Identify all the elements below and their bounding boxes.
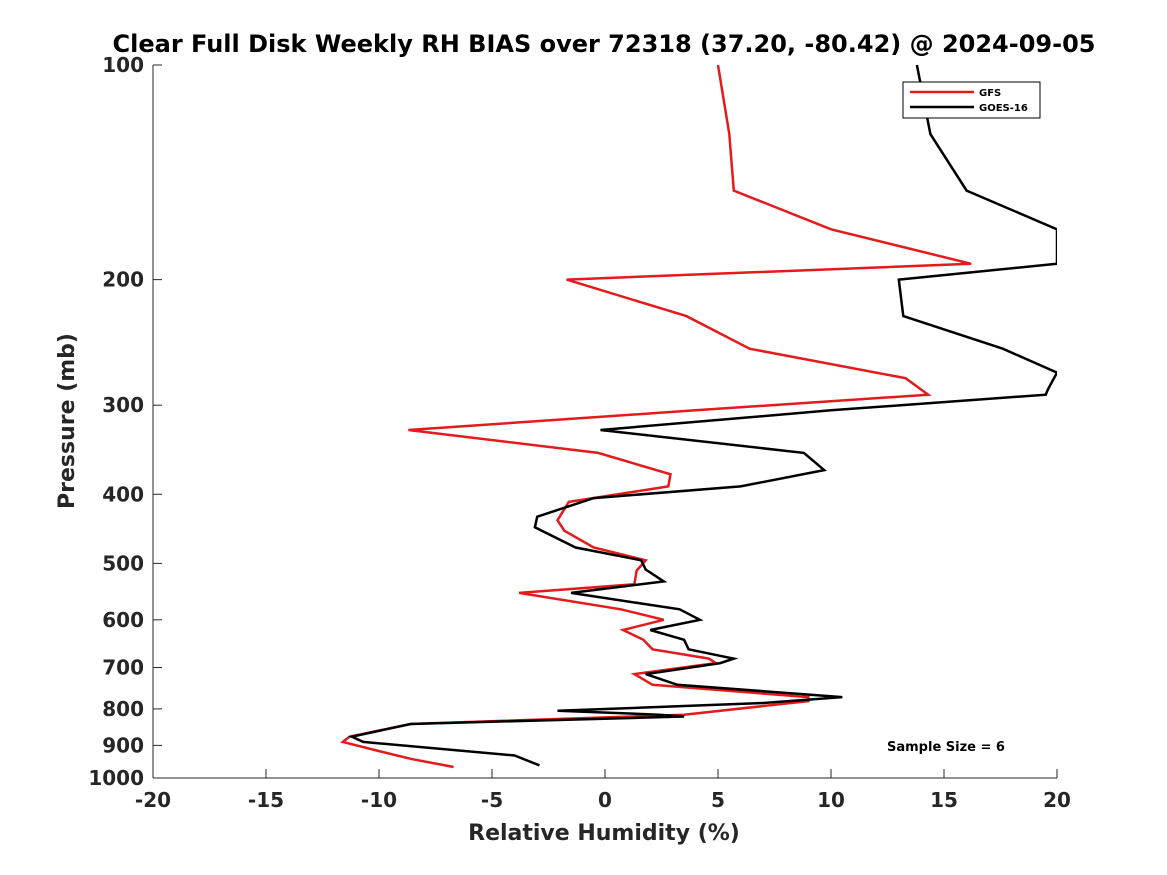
y-tick-label: 1000 (88, 766, 144, 790)
y-tick-labels: 100 200 300 400 500 600 700 800 900 1000 (88, 53, 162, 790)
y-tick-label: 900 (102, 733, 144, 757)
x-tick-label: 20 (1043, 788, 1071, 812)
y-axis-label: Pressure (mb) (55, 333, 80, 509)
legend-label-gfs: GFS (979, 88, 1001, 99)
y-tick-label: 700 (102, 656, 144, 680)
chart-title: Clear Full Disk Weekly RH BIAS over 7231… (113, 30, 1096, 58)
x-tick-label: 0 (598, 788, 612, 812)
legend-box (902, 81, 1041, 119)
sample-size-annotation: Sample Size = 6 (887, 740, 1005, 755)
y-tick-label: 600 (102, 608, 144, 632)
legend-label-goes-16: GOES-16 (979, 103, 1028, 114)
y-tick-label: 800 (102, 697, 144, 721)
x-tick-label: -20 (135, 788, 171, 812)
series-line-gfs (339, 65, 972, 769)
x-tick-label: 5 (711, 788, 725, 812)
x-tick-label: 15 (930, 788, 958, 812)
x-tick-label: -10 (361, 788, 397, 812)
x-tick-labels: -20 -15 -10 -5 0 5 10 15 20 (135, 769, 1071, 812)
x-tick-label: -5 (481, 788, 503, 812)
x-tick-label: -15 (248, 788, 284, 812)
y-tick-label: 400 (102, 482, 144, 506)
y-tick-label: 500 (102, 551, 144, 575)
x-axis-label: Relative Humidity (%) (468, 821, 740, 846)
series-line-goes-16 (347, 65, 1057, 767)
x-tick-label: 10 (817, 788, 845, 812)
plot-area (153, 65, 1057, 778)
y-tick-label: 200 (102, 268, 144, 292)
y-tick-label: 300 (102, 393, 144, 417)
legend: GFS GOES-16 (902, 81, 1041, 119)
series-layer (339, 65, 1057, 769)
y-tick-label: 100 (102, 53, 144, 77)
